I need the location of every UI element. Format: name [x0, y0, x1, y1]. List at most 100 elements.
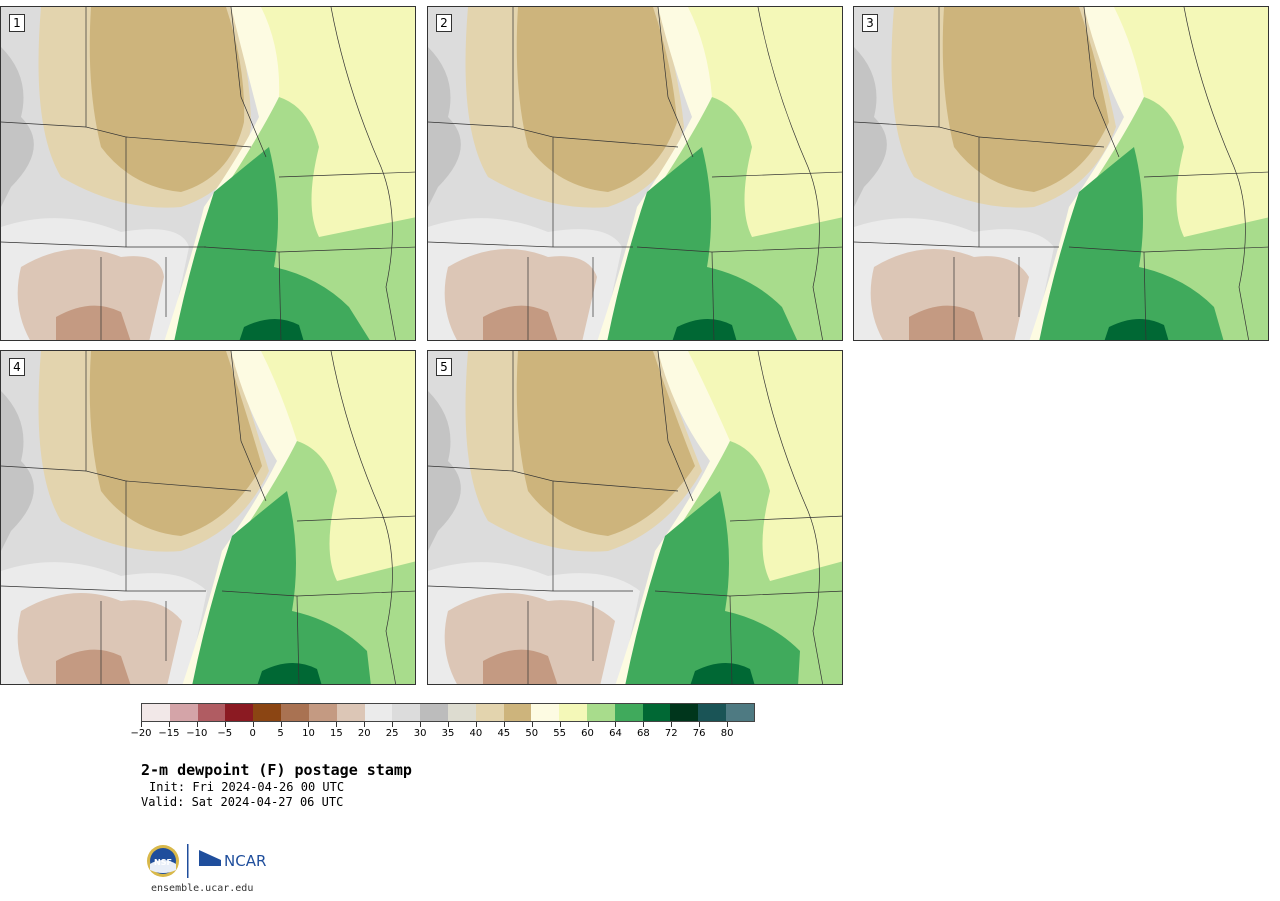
colorbar-swatch — [364, 704, 393, 721]
colorbar-tick — [168, 722, 170, 727]
colorbar-tick-label: −15 — [158, 728, 180, 739]
colorbar-tick-label: 50 — [525, 728, 539, 739]
colorbar-tick — [280, 722, 282, 727]
humid-green-region — [607, 147, 798, 340]
chart-title: 2-m dewpoint (F) postage stamp — [141, 761, 412, 779]
very-humid-dark-green-region — [257, 663, 322, 684]
state-border — [657, 351, 694, 502]
colorbar-swatch — [726, 704, 754, 721]
colorbar-tick-label: 15 — [329, 728, 343, 739]
dry-dark-tan-region — [516, 351, 695, 536]
state-border — [125, 136, 252, 148]
panel-number-label: 5 — [436, 358, 452, 376]
very-humid-dark-green-region — [672, 319, 737, 340]
colorbar-swatch — [225, 704, 254, 721]
state-border — [278, 171, 415, 178]
colorbar-swatch — [197, 704, 226, 721]
colorbar-tick-label: 68 — [636, 728, 650, 739]
state-border — [428, 465, 514, 472]
colorbar-swatch — [142, 704, 170, 721]
colorbar-tick — [420, 722, 422, 727]
colorbar — [141, 703, 755, 722]
state-border — [711, 251, 715, 340]
colorbar-swatch — [169, 704, 198, 721]
state-border — [1, 121, 87, 128]
mountain-gray — [854, 47, 887, 207]
state-border — [1143, 251, 1147, 340]
colorbar-swatch — [503, 704, 532, 721]
colorbar-tick-label: −20 — [130, 728, 152, 739]
colorbar-tick-label: 60 — [581, 728, 594, 739]
state-border — [1, 241, 206, 248]
logos: NSF NCAR — [143, 842, 283, 882]
state-border — [278, 251, 282, 340]
very-low-dewpoint-region — [909, 305, 984, 340]
colorbar-swatch — [559, 704, 587, 721]
state-border — [1083, 7, 1120, 158]
dewpoint-map — [854, 7, 1268, 340]
colorbar-tick-label: 40 — [469, 728, 483, 739]
dry-dark-tan-region — [516, 7, 677, 192]
panel-number-label: 4 — [9, 358, 25, 376]
colorbar-tick — [252, 722, 254, 727]
dry-dark-tan-region — [942, 7, 1109, 192]
very-humid-dark-green-region — [690, 663, 755, 684]
colorbar-tick — [615, 722, 617, 727]
colorbar-tick — [308, 722, 310, 727]
very-humid-dark-green-region — [1104, 319, 1169, 340]
humid-green-region — [174, 147, 370, 340]
colorbar-tick-label: −5 — [217, 728, 233, 739]
state-border — [757, 7, 823, 340]
very-low-dewpoint-region — [483, 305, 558, 340]
ncar-logo-text: NCAR — [224, 852, 266, 870]
colorbar-swatch — [336, 704, 365, 721]
colorbar-swatch — [587, 704, 615, 721]
colorbar-tick-label: 35 — [441, 728, 455, 739]
state-border — [1, 465, 87, 472]
state-border — [428, 241, 633, 248]
colorbar-tick-label: 64 — [609, 728, 622, 739]
very-humid-dark-green-region — [239, 319, 304, 340]
low-dewpoint-region — [17, 249, 164, 340]
colorbar-ticks: −20 −15 −10 −5 0 5 10 15 20 25 30 35 40 45 50 55 60 64 68 7… — [130, 722, 755, 742]
colorbar-tick — [531, 722, 533, 727]
very-low-dewpoint-region — [56, 649, 131, 684]
colorbar-tick-label: 45 — [497, 728, 511, 739]
colorbar-swatch — [670, 704, 699, 721]
colorbar-swatch — [420, 704, 448, 721]
valid-time: Valid: Sat 2024-04-27 06 UTC — [141, 795, 344, 809]
map-panel: 3 — [853, 6, 1269, 341]
very-low-dewpoint-region — [483, 649, 558, 684]
colorbar-tick — [196, 722, 198, 727]
colorbar-tick — [448, 722, 449, 727]
state-border — [85, 7, 127, 247]
state-border — [657, 7, 694, 158]
state-border — [757, 351, 823, 684]
colorbar-tick-label: 30 — [413, 728, 427, 739]
dewpoint-map — [1, 7, 415, 340]
colorbar-swatch — [614, 704, 643, 721]
colorbar-tick — [727, 722, 729, 727]
state-border — [1, 585, 206, 592]
map-panel: 2 — [427, 6, 843, 341]
mountain-gray — [1, 391, 34, 551]
state-border — [978, 136, 1105, 148]
panel-number-label: 1 — [9, 14, 25, 32]
state-border — [938, 7, 980, 247]
state-border — [512, 351, 554, 591]
colorbar-swatch — [698, 704, 727, 721]
colorbar-swatch — [253, 704, 282, 721]
mountain-gray — [428, 391, 461, 551]
state-border — [1143, 171, 1268, 178]
colorbar-tick-label: −10 — [186, 728, 208, 739]
low-dewpoint-region — [444, 249, 597, 340]
colorbar-tick — [503, 722, 505, 727]
humid-green-region — [625, 491, 800, 684]
mountain-gray — [1, 47, 34, 207]
colorbar-tick-label: 10 — [302, 728, 315, 739]
state-border — [330, 351, 396, 684]
colorbar-tick — [643, 722, 645, 727]
state-border — [125, 480, 252, 492]
state-border — [428, 585, 633, 592]
colorbar-tick — [587, 722, 589, 727]
